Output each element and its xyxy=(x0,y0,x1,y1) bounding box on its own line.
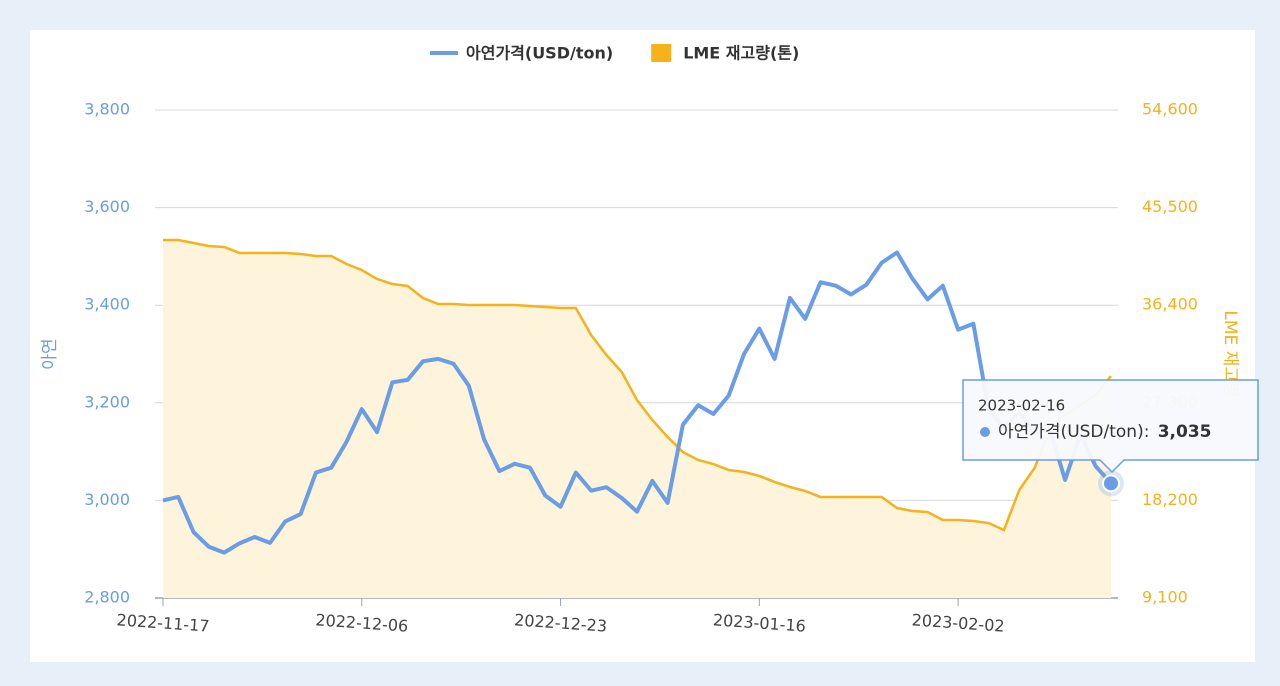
y-tick-label: 3,200 xyxy=(84,392,130,411)
legend-label: LME 재고량(톤) xyxy=(683,44,799,63)
tooltip-value: 3,035 xyxy=(1158,422,1212,442)
line xyxy=(162,250,1113,555)
tooltip-name: 아연가격(USD/ton) xyxy=(998,422,1144,442)
y-tick-label: 3,400 xyxy=(84,295,130,314)
area-fill xyxy=(163,239,1111,598)
tooltip-sep: : xyxy=(1144,422,1150,442)
area-line xyxy=(163,238,1112,532)
y2-tick-label: 36,400 xyxy=(1142,295,1198,314)
y-tick-label: 3,600 xyxy=(84,197,130,216)
y-axis-title: 아연 xyxy=(40,338,60,369)
y2-tick-label: 18,200 xyxy=(1142,490,1198,509)
plot xyxy=(162,238,1124,598)
tooltip-box xyxy=(962,379,1259,474)
y2-tick-label: 45,500 xyxy=(1142,197,1198,216)
y2-axis-title: LME 재고량 xyxy=(1220,310,1240,398)
legend-swatch xyxy=(651,44,672,62)
tooltip-dot xyxy=(980,427,990,437)
legend-label: 아연가격(USD/ton) xyxy=(466,44,613,63)
tooltip-title: 2023-02-16 xyxy=(978,397,1065,415)
y-tick-label: 2,800 xyxy=(84,588,130,607)
y-tick-label: 3,000 xyxy=(84,490,130,509)
tooltip: 2023-02-16 아연가격(USD/ton):3,035 xyxy=(962,379,1259,474)
y2-tick-label: 54,600 xyxy=(1142,100,1198,119)
y-tick-label: 3,800 xyxy=(84,100,130,119)
hover-point xyxy=(1102,474,1120,493)
y2-tick-label: 9,100 xyxy=(1142,588,1188,607)
legend: 아연가격(USD/ton) LME 재고량(톤) xyxy=(430,44,799,63)
